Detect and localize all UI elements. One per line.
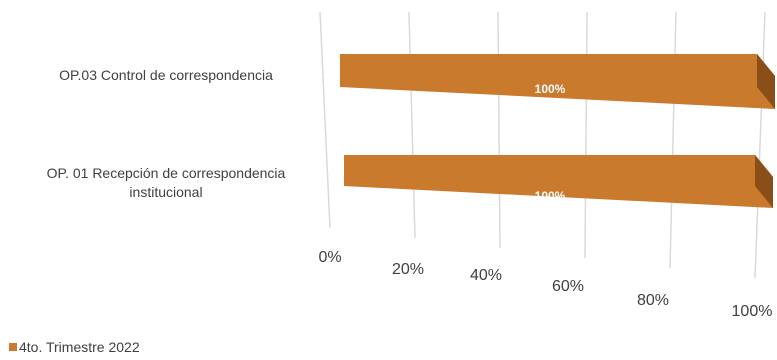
category-labels: OP. 01 Recepción de correspondencia insti… — [47, 67, 286, 200]
category-label: OP. 01 Recepción de correspondencia — [47, 165, 286, 181]
category-label: OP.03 Control de correspondencia — [59, 67, 273, 83]
legend: 4to. Trimestre 2022 — [9, 339, 140, 355]
x-tick-label: 20% — [392, 261, 424, 278]
bar-side — [755, 155, 773, 208]
legend-label: 4to. Trimestre 2022 — [19, 339, 140, 355]
gridline-0 — [319, 11, 331, 229]
bar — [340, 54, 775, 109]
gridline-3 — [584, 11, 588, 259]
category-label: institucional — [129, 184, 202, 200]
bars: 100% 100% — [340, 54, 775, 208]
x-tick-label: 100% — [732, 303, 773, 320]
x-tick-label: 60% — [552, 278, 584, 295]
gridline-2 — [497, 11, 501, 249]
gridline-1 — [408, 11, 416, 239]
x-tick-label: 0% — [318, 249, 341, 266]
x-tick-label: 80% — [637, 292, 669, 309]
tick-labels: 0% 20% 40% 60% 80% 100% — [318, 249, 772, 320]
bar — [344, 155, 773, 208]
x-tick-label: 40% — [470, 267, 502, 284]
data-label: 100% — [535, 82, 566, 96]
legend-swatch — [9, 343, 17, 351]
data-label: 100% — [535, 189, 566, 203]
gridlines — [319, 11, 766, 279]
gridline-4 — [669, 11, 677, 269]
gridline-5 — [754, 11, 766, 279]
bar-side — [757, 54, 775, 109]
